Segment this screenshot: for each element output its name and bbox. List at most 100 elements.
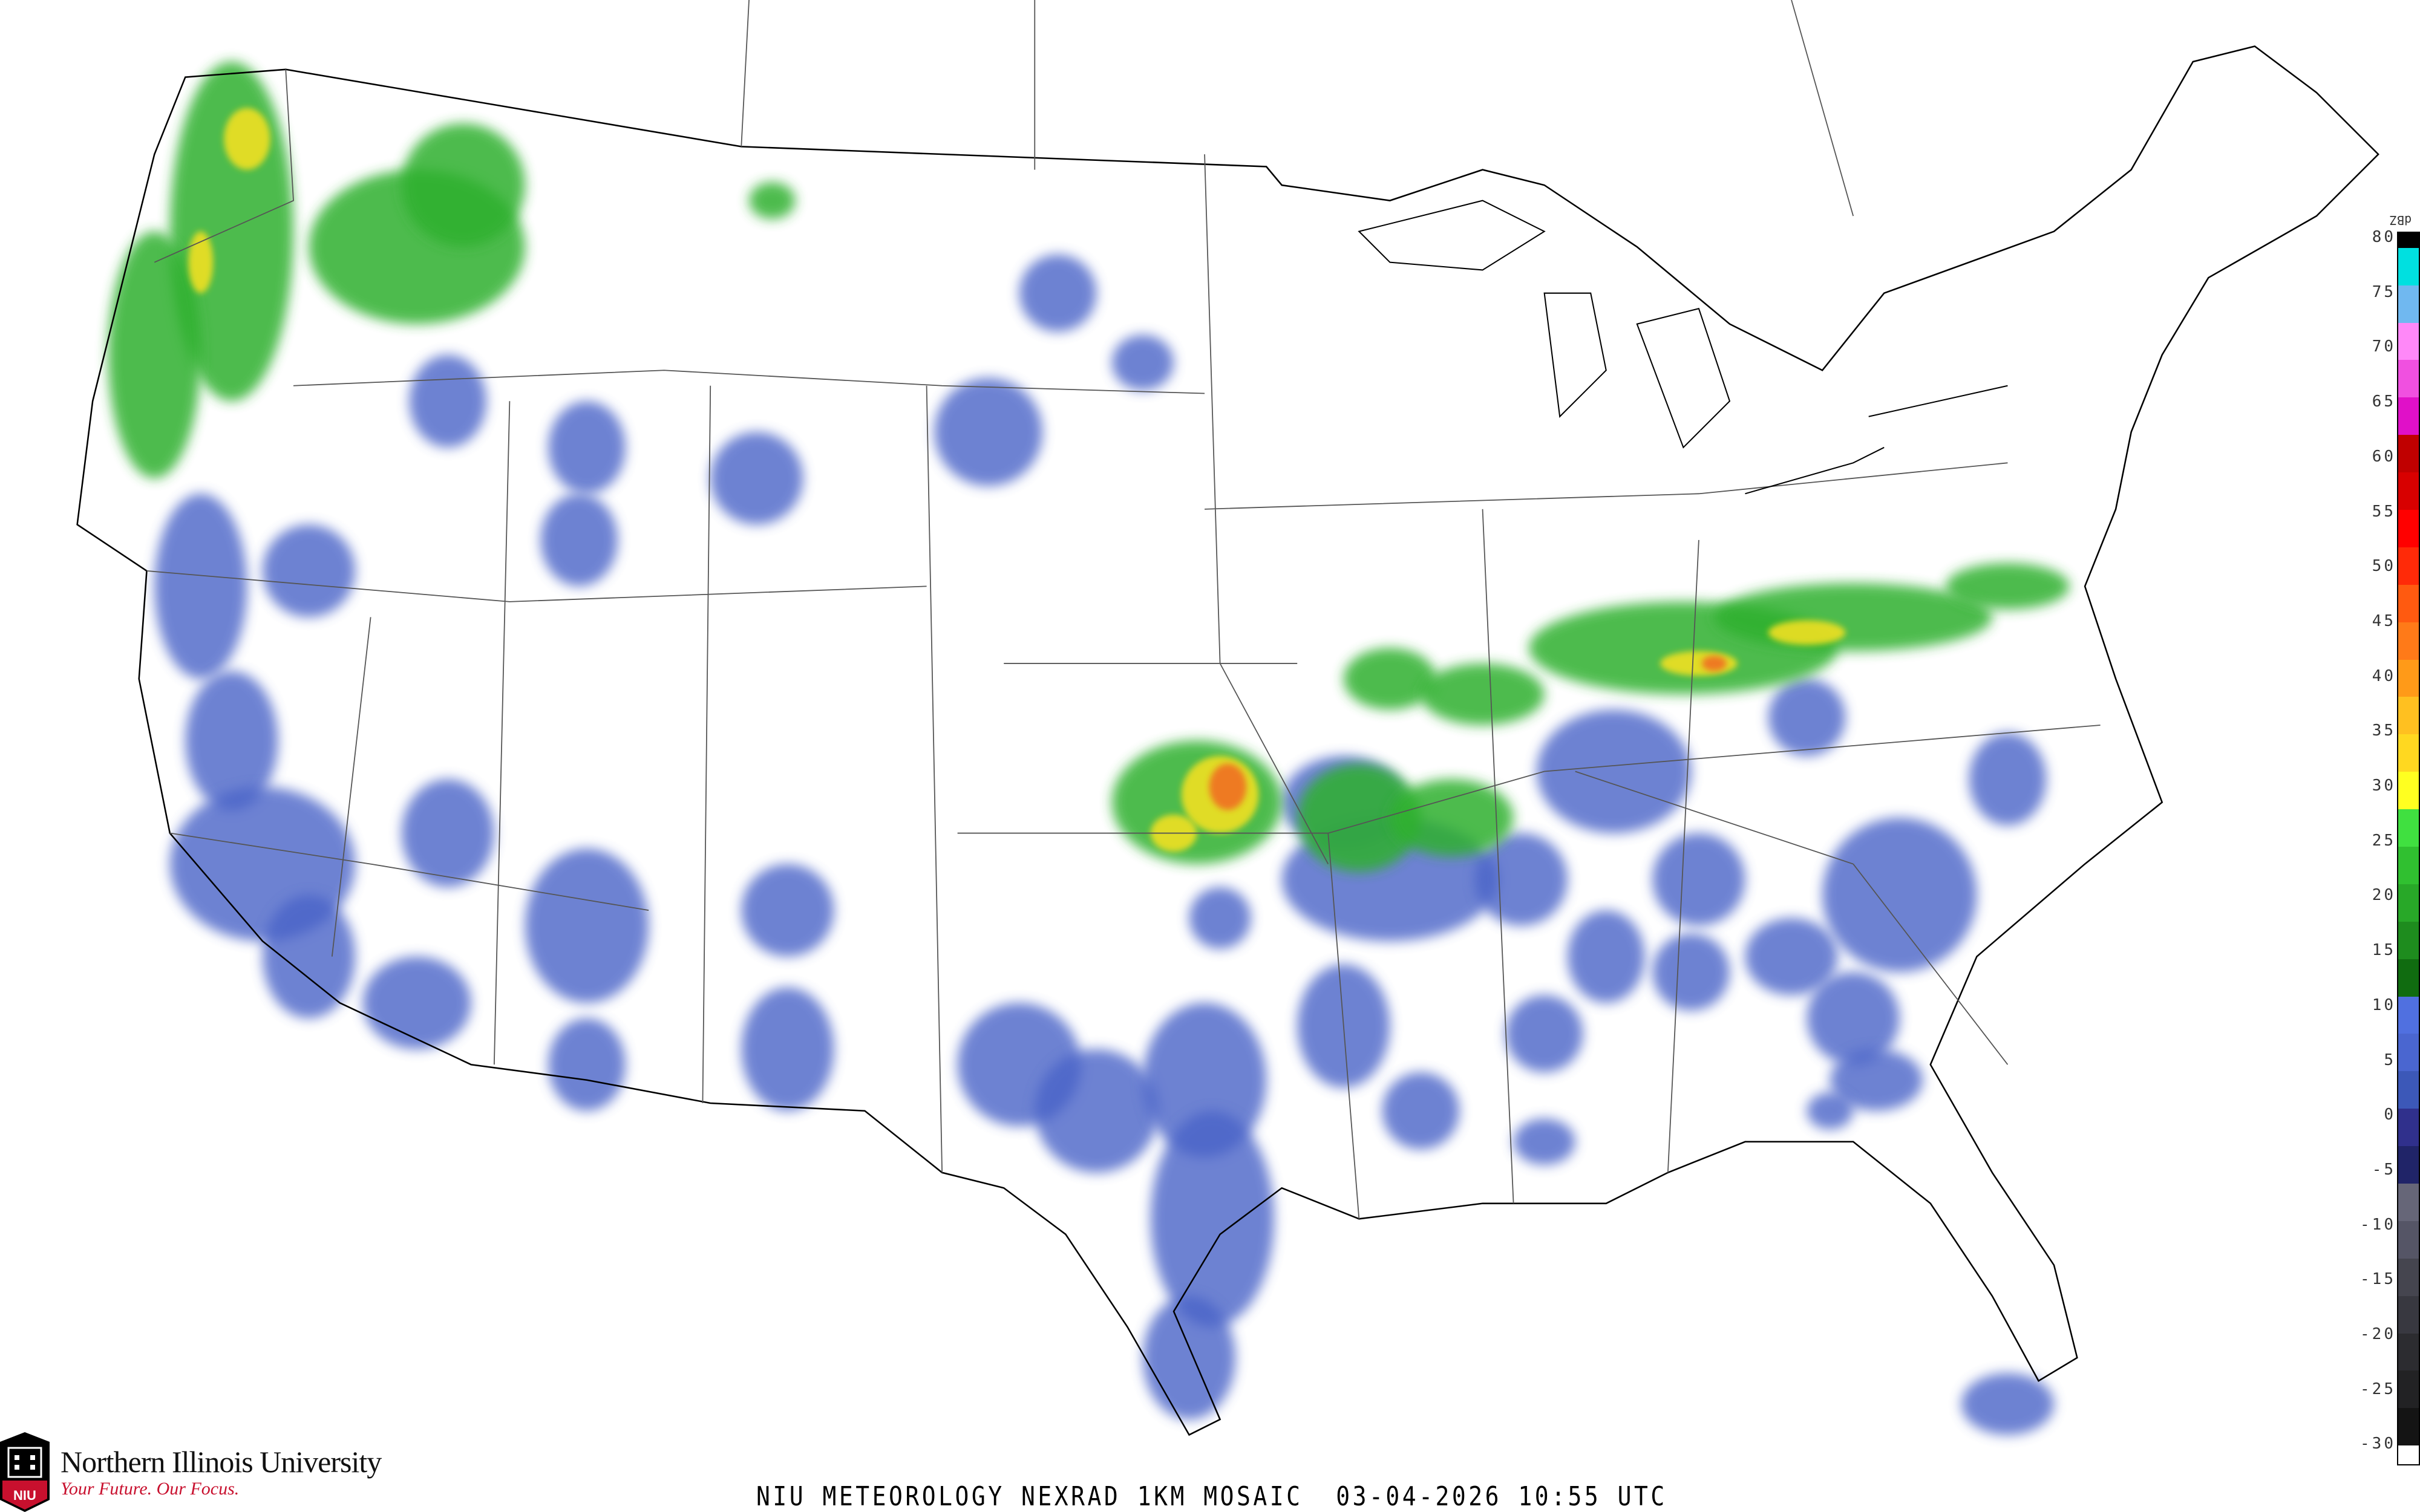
colorbar-segment bbox=[2398, 1109, 2419, 1147]
colorbar-segment bbox=[2398, 1408, 2419, 1446]
colorbar-label: 30 bbox=[2372, 777, 2396, 795]
radar-echo bbox=[1343, 648, 1436, 710]
colorbar-segment bbox=[2398, 285, 2419, 323]
niu-logo: NIU Northern Illinois University Your Fu… bbox=[0, 1432, 382, 1512]
radar-echo bbox=[525, 849, 649, 1003]
radar-echo bbox=[741, 864, 834, 957]
colorbar-segment bbox=[2398, 1370, 2419, 1409]
radar-echo bbox=[1111, 334, 1174, 391]
radar-echo bbox=[1513, 1118, 1575, 1165]
radar-echo bbox=[1702, 656, 1727, 671]
radar-echo bbox=[401, 779, 494, 887]
colorbar-segment bbox=[2398, 1071, 2419, 1109]
colorbar-segment bbox=[2398, 584, 2419, 622]
radar-echo bbox=[1745, 917, 1838, 996]
map-title: NIU METEOROLOGY NEXRAD 1KM MOSAIC 03-04-… bbox=[756, 1481, 1667, 1512]
colorbar-segment bbox=[2398, 247, 2419, 285]
radar-echo bbox=[1567, 910, 1645, 1003]
colorbar-label: 45 bbox=[2372, 611, 2396, 630]
radar-echo bbox=[548, 401, 626, 494]
radar-echo bbox=[540, 494, 618, 587]
colorbar-label: 25 bbox=[2372, 831, 2396, 850]
radar-echo bbox=[1768, 620, 1846, 645]
radar-echo bbox=[1421, 663, 1545, 725]
radar-echo bbox=[409, 354, 487, 448]
colorbar-segment bbox=[2398, 1295, 2419, 1334]
colorbar-label: 55 bbox=[2372, 502, 2396, 521]
radar-echo bbox=[1652, 833, 1745, 926]
radar-echo bbox=[1019, 254, 1097, 332]
colorbar-label: 60 bbox=[2372, 447, 2396, 466]
radar-echo bbox=[1830, 1049, 1923, 1111]
radar-echo bbox=[1969, 732, 2047, 826]
radar-echo bbox=[710, 432, 803, 525]
radar-echo bbox=[1505, 995, 1583, 1072]
colorbar-segment bbox=[2398, 1220, 2419, 1259]
colorbar-segment bbox=[2398, 772, 2419, 810]
reflectivity-colorbar bbox=[2397, 232, 2420, 1465]
colorbar-label: 50 bbox=[2372, 557, 2396, 576]
colorbar-label: 80 bbox=[2372, 228, 2396, 246]
colorbar-label: 40 bbox=[2372, 666, 2396, 685]
colorbar-segment bbox=[2398, 509, 2419, 547]
radar-echoes bbox=[108, 62, 2070, 1435]
radar-echo bbox=[1807, 1092, 1854, 1130]
colorbar-segment bbox=[2398, 921, 2419, 959]
colorbar-segment bbox=[2398, 1258, 2419, 1296]
colorbar-label: -5 bbox=[2372, 1160, 2396, 1179]
radar-echo bbox=[1652, 933, 1730, 1011]
colorbar-segment bbox=[2398, 1445, 2419, 1465]
radar-echo bbox=[749, 182, 796, 220]
radar-echo bbox=[1189, 887, 1251, 949]
radar-echo bbox=[548, 1018, 626, 1111]
colorbar-segment bbox=[2398, 884, 2419, 922]
colorbar-segment bbox=[2398, 1184, 2419, 1221]
colorbar-segment bbox=[2398, 1333, 2419, 1371]
colorbar-label: 65 bbox=[2372, 393, 2396, 411]
radar-echo bbox=[1035, 1049, 1159, 1173]
colorbar-segment bbox=[2398, 996, 2419, 1034]
colorbar-label: -30 bbox=[2360, 1435, 2396, 1453]
colorbar-label: 70 bbox=[2372, 337, 2396, 356]
us-outline bbox=[76, 45, 2379, 1436]
radar-echo bbox=[1150, 1110, 1274, 1327]
colorbar-segment bbox=[2398, 809, 2419, 847]
radar-echo bbox=[1946, 563, 2070, 610]
colorbar-segment bbox=[2398, 360, 2419, 398]
university-name: Northern Illinois University bbox=[60, 1445, 382, 1479]
colorbar-segment bbox=[2398, 435, 2419, 473]
radar-echo bbox=[1822, 818, 1977, 973]
colorbar-label: 0 bbox=[2384, 1106, 2396, 1124]
radar-echo bbox=[1536, 709, 1692, 833]
radar-echo bbox=[108, 231, 201, 478]
colorbar-label: 15 bbox=[2372, 941, 2396, 960]
colorbar-segment bbox=[2398, 233, 2419, 248]
colorbar-label: 35 bbox=[2372, 722, 2396, 740]
state-borders bbox=[146, 0, 2101, 1219]
colorbar-label: -20 bbox=[2360, 1325, 2396, 1343]
radar-echo bbox=[1382, 1072, 1460, 1150]
radar-echo bbox=[1390, 779, 1514, 856]
radar-echo bbox=[1807, 972, 1900, 1065]
colorbar-label: -15 bbox=[2360, 1270, 2396, 1289]
svg-text:NIU: NIU bbox=[13, 1488, 36, 1503]
colorbar-segment bbox=[2398, 397, 2419, 435]
radar-echo bbox=[741, 987, 834, 1111]
lakes bbox=[1358, 200, 2008, 495]
colorbar-label: -25 bbox=[2360, 1380, 2396, 1398]
niu-logo-mark-icon: NIU bbox=[0, 1432, 50, 1512]
radar-echo bbox=[1961, 1373, 2055, 1435]
radar-echo bbox=[1768, 679, 1846, 756]
university-tagline: Your Future. Our Focus. bbox=[60, 1479, 240, 1499]
colorbar-segment bbox=[2398, 622, 2419, 660]
colorbar-label: -10 bbox=[2360, 1215, 2396, 1234]
colorbar-label: 10 bbox=[2372, 996, 2396, 1014]
radar-echo bbox=[362, 956, 471, 1049]
colorbar-segment bbox=[2398, 959, 2419, 997]
radar-echo bbox=[188, 231, 214, 293]
colorbar-label: 75 bbox=[2372, 282, 2396, 301]
colorbar-label: 20 bbox=[2372, 886, 2396, 905]
colorbar-label: 5 bbox=[2384, 1051, 2396, 1069]
radar-echo bbox=[1297, 763, 1421, 872]
